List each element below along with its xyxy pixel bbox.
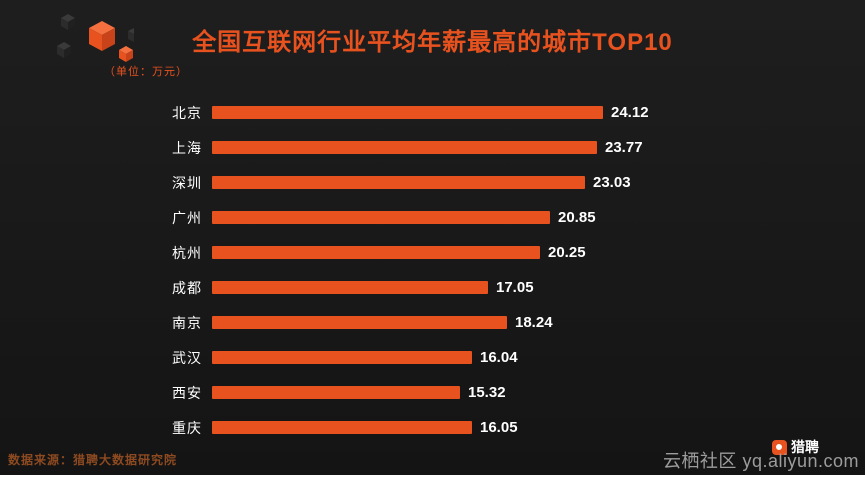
bar-track: 15.32 <box>212 384 506 401</box>
bar-track: 20.25 <box>212 244 586 261</box>
chart-row: 广州 20.85 <box>0 200 865 235</box>
bar <box>212 246 540 259</box>
value-label: 24.12 <box>611 104 649 121</box>
bar <box>212 421 472 434</box>
bar <box>212 316 507 329</box>
liepin-logo-icon <box>772 439 787 455</box>
chart-row: 武汉 16.04 <box>0 340 865 375</box>
bar <box>212 176 585 189</box>
chart-row: 重庆 16.05 <box>0 410 865 445</box>
chart-row: 成都 17.05 <box>0 270 865 305</box>
chart-row: 南京 18.24 <box>0 305 865 340</box>
chart-row: 深圳 23.03 <box>0 165 865 200</box>
watermark-text: 云栖社区 yq.aliyun.com <box>662 451 859 471</box>
value-label: 17.05 <box>496 279 534 296</box>
bar-track: 23.77 <box>212 139 643 156</box>
value-label: 18.24 <box>515 314 553 331</box>
bar-track: 23.03 <box>212 174 631 191</box>
chart-rows: 北京 24.12 上海 23.77 深圳 23.03 广州 20.85 杭州 20.25 成都 17.… <box>0 95 865 445</box>
city-label: 北京 <box>172 104 202 121</box>
city-label: 西安 <box>172 384 202 401</box>
bar-track: 24.12 <box>212 104 649 121</box>
city-label: 上海 <box>172 139 202 156</box>
value-label: 16.05 <box>480 419 518 436</box>
bar <box>212 281 488 294</box>
value-label: 23.77 <box>605 139 643 156</box>
value-label: 23.03 <box>593 174 631 191</box>
liepin-logo-text: 猎聘 <box>791 439 819 455</box>
city-label: 广州 <box>172 209 202 226</box>
chart-row: 北京 24.12 <box>0 95 865 130</box>
value-label: 20.25 <box>548 244 586 261</box>
bar <box>212 211 550 224</box>
bar <box>212 351 472 364</box>
chart-row: 西安 15.32 <box>0 375 865 410</box>
data-source-label: 数据来源：猎聘大数据研究院 <box>8 453 178 467</box>
city-label: 南京 <box>172 314 202 331</box>
city-label: 杭州 <box>172 244 202 261</box>
liepin-logo: 猎聘 <box>772 437 819 457</box>
bar-track: 17.05 <box>212 279 534 296</box>
bar-track: 16.05 <box>212 419 518 436</box>
value-label: 15.32 <box>468 384 506 401</box>
bar <box>212 386 460 399</box>
city-label: 重庆 <box>172 419 202 436</box>
city-label: 成都 <box>172 279 202 296</box>
bar-track: 18.24 <box>212 314 553 331</box>
cubes-logo-icon <box>57 14 134 62</box>
unit-label: （单位：万元） <box>104 66 188 78</box>
bar <box>212 141 597 154</box>
bottom-white-strip <box>0 475 865 484</box>
value-label: 20.85 <box>558 209 596 226</box>
city-label: 深圳 <box>172 174 202 191</box>
page-title: 全国互联网行业平均年薪最高的城市TOP10 <box>192 29 673 56</box>
bar-track: 16.04 <box>212 349 518 366</box>
bar-chart: 北京 24.12 上海 23.77 深圳 23.03 广州 20.85 杭州 20.25 成都 17.… <box>0 95 865 445</box>
city-label: 武汉 <box>172 349 202 366</box>
bar <box>212 106 603 119</box>
value-label: 16.04 <box>480 349 518 366</box>
bar-track: 20.85 <box>212 209 596 226</box>
chart-row: 上海 23.77 <box>0 130 865 165</box>
chart-row: 杭州 20.25 <box>0 235 865 270</box>
